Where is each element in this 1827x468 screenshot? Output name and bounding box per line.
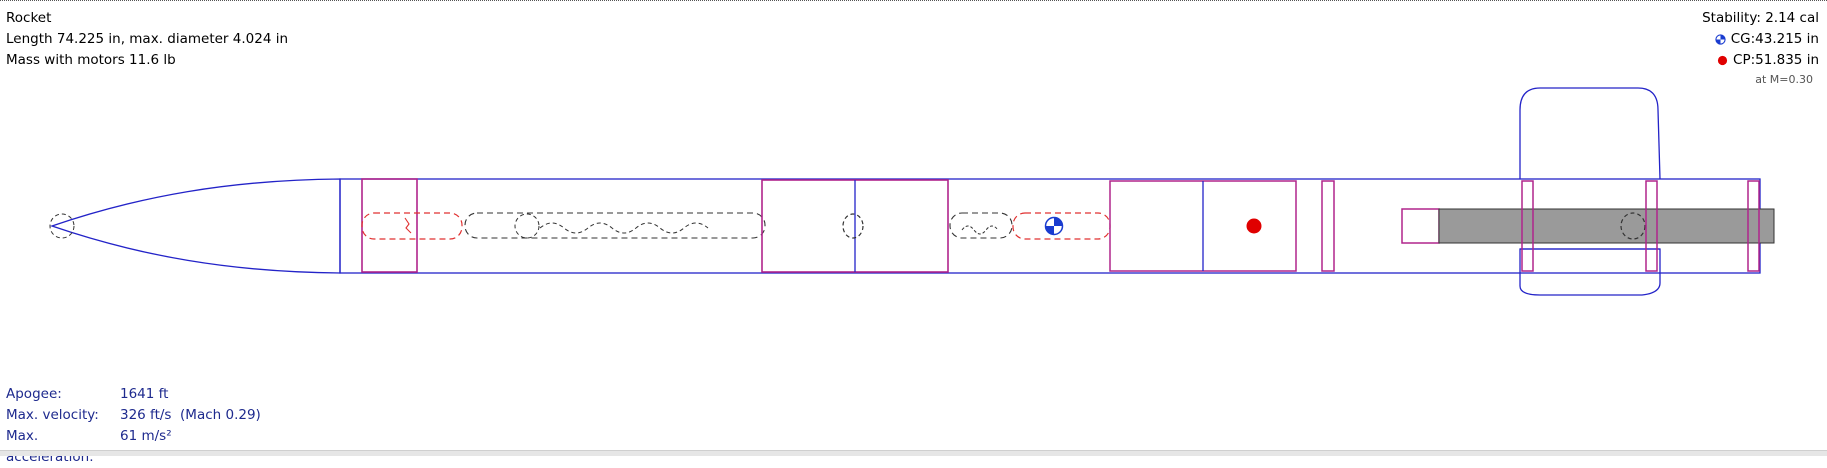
cp-marker [1245, 217, 1263, 235]
apogee-value: 1641 ft [120, 386, 169, 402]
rocket-name: Rocket [6, 10, 52, 26]
shock-cord-wave [539, 222, 709, 234]
forward-parachute-symbol [404, 217, 412, 234]
fin-upper[interactable] [1519, 87, 1661, 180]
cp-value: CP:51.835 in [1733, 52, 1819, 68]
nose-cone[interactable] [49, 178, 341, 274]
centering-ring-aft-2[interactable] [1645, 180, 1658, 272]
stability-row: Stability: 2.14 cal [1702, 8, 1819, 29]
centering-ring-aft-3[interactable] [1747, 180, 1760, 272]
forward-parachute[interactable] [361, 212, 463, 240]
mid-bulkhead-marker [842, 213, 864, 239]
acceleration-value: 61 m/s² [120, 428, 172, 444]
apogee-row: Apogee: 1641 ft [6, 384, 261, 405]
velocity-value: 326 ft/s (Mach 0.29) [120, 407, 261, 423]
apogee-label: Apogee: [6, 386, 62, 402]
motor[interactable] [1438, 208, 1775, 244]
mach-note: at M=0.30 [1755, 73, 1813, 86]
cg-icon [1715, 34, 1726, 45]
stability-value: 2.14 cal [1765, 10, 1819, 26]
aft-shock-cord-wave [961, 225, 999, 235]
cg-row: CG:43.215 in [1702, 29, 1819, 50]
acceleration-row: Max. acceleration: 61 m/s² [6, 426, 261, 468]
fin-lower[interactable] [1519, 248, 1661, 296]
nose-tip-marker [49, 213, 75, 239]
stability-info: Stability: 2.14 cal CG:43.215 in CP:51.8… [1702, 8, 1819, 89]
acceleration-label: Max. acceleration: [6, 428, 94, 465]
cg-marker [1044, 216, 1064, 236]
motor-cg-marker [1620, 212, 1646, 240]
bottom-scroll-edge [0, 450, 1827, 456]
rocket-dimensions: Length 74.225 in, max. diameter 4.024 in [6, 31, 289, 47]
top-border [0, 0, 1827, 1]
design-info: Rocket Length 74.225 in, max. diameter 4… [6, 8, 288, 71]
rocket-figure [49, 87, 1775, 296]
mach-row: at M=0.30 [1702, 71, 1819, 89]
forward-coupler[interactable] [361, 178, 418, 273]
velocity-label: Max. velocity: [6, 407, 99, 423]
stability-label: Stability: [1702, 10, 1761, 26]
rocket-mass: Mass with motors 11.6 lb [6, 52, 176, 68]
centering-ring-forward[interactable] [1321, 180, 1335, 272]
aft-shock-cord[interactable] [949, 212, 1013, 239]
velocity-row: Max. velocity: 326 ft/s (Mach 0.29) [6, 405, 261, 426]
cp-row: CP:51.835 in [1702, 50, 1819, 71]
motor-mount-tube[interactable] [1401, 208, 1440, 244]
centering-ring-aft-1[interactable] [1521, 180, 1534, 272]
forward-shock-cord[interactable] [464, 212, 766, 239]
shock-cord-anchor [514, 213, 540, 239]
cp-icon [1717, 55, 1728, 66]
cg-value: CG:43.215 in [1730, 31, 1819, 47]
